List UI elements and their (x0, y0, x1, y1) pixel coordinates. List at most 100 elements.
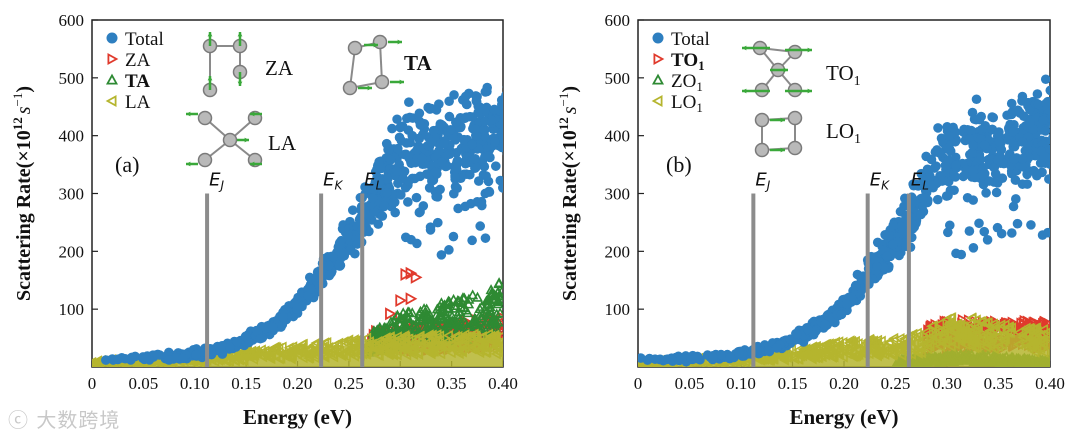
displacement-arrow-head (399, 79, 404, 85)
point-total (968, 140, 979, 151)
point-total (502, 184, 503, 189)
point-total (481, 171, 491, 181)
point-la (490, 331, 501, 343)
atom (372, 34, 388, 50)
point-la (384, 331, 395, 343)
x-tick-label: 0.20 (829, 374, 859, 393)
point-total (471, 162, 481, 173)
point-total (367, 193, 378, 203)
point-total (996, 144, 1007, 155)
point-total (404, 97, 414, 107)
x-tick-label: 0.35 (984, 374, 1014, 393)
y-axis-label-close: ) (559, 86, 581, 93)
x-axis-label: Energy (eV) (243, 405, 352, 429)
point-total (462, 99, 472, 110)
point-la (276, 341, 287, 353)
point-total (460, 158, 471, 169)
atom (347, 40, 363, 56)
point-total (466, 198, 476, 209)
point-total (473, 176, 484, 186)
x-tick-label: 0.05 (675, 374, 705, 393)
point-total (297, 301, 307, 312)
point-total (981, 188, 991, 198)
point-lo1 (844, 335, 855, 347)
panel-b: 0 0.05 0.10 0.15 0.20 0.25 0.30 0.35 0.40 100 200 3… (556, 11, 1065, 429)
y-axis-label-main: Scattering Rate(×10 (559, 130, 581, 301)
point-total (896, 221, 907, 232)
point-total (347, 205, 358, 215)
point-ta (414, 305, 427, 316)
energy-marker-sub: J (765, 179, 771, 193)
point-total (470, 153, 481, 164)
point-total (411, 192, 422, 203)
point-total (387, 123, 397, 134)
point-ta (471, 291, 484, 302)
displacement-arrow-head (237, 32, 243, 37)
energy-marker-E: E (870, 170, 882, 191)
point-ta (380, 324, 393, 335)
displacement-arrow-head (186, 161, 191, 167)
point-ta (458, 292, 470, 303)
point-ta (387, 315, 400, 326)
point-lo1 (927, 320, 938, 332)
point-total (650, 354, 660, 364)
point-total (497, 183, 503, 193)
point-total (255, 333, 266, 344)
point-total (1033, 99, 1044, 110)
point-la (434, 330, 445, 342)
point-to1 (1019, 314, 1030, 327)
point-total (1017, 137, 1028, 147)
displacement-arrow-head (207, 32, 213, 37)
point-total (926, 154, 937, 165)
point-total (993, 128, 1004, 139)
panel-label: (b) (666, 152, 692, 177)
point-total (967, 147, 977, 158)
legend-marker-total (652, 32, 664, 44)
point-lo1 (965, 318, 976, 330)
point-total (324, 270, 335, 281)
point-total (502, 152, 503, 156)
point-total (1040, 74, 1050, 85)
y-axis-label-exp: 12 (556, 117, 571, 130)
point-total (432, 192, 443, 202)
point-total (323, 260, 334, 271)
point-total (452, 158, 463, 168)
legend-label-total: Total (125, 29, 164, 50)
point-total (425, 225, 436, 235)
point-total (388, 197, 398, 208)
point-ta (478, 321, 490, 332)
point-total (101, 355, 111, 365)
point-total (495, 175, 503, 186)
legend-label-sub: 1 (698, 58, 705, 73)
point-total (403, 176, 414, 186)
y-tick-label: 600 (605, 11, 631, 30)
point-total (414, 108, 425, 119)
point-total (382, 174, 393, 184)
legend-marker-to1 (653, 52, 665, 66)
displacement-arrow-head (186, 111, 191, 117)
point-ta (481, 305, 493, 316)
point-total (882, 251, 892, 262)
point-ta (395, 312, 408, 323)
legend-marker-la (105, 94, 117, 108)
legend-label-text: ZO (671, 71, 696, 92)
point-total (979, 168, 990, 179)
point-la (459, 329, 470, 341)
point-total (912, 179, 922, 190)
point-ta (458, 315, 470, 326)
series-total (638, 74, 1050, 367)
point-total (1006, 108, 1017, 119)
point-total (394, 132, 405, 143)
point-ta (448, 293, 460, 304)
point-la (396, 331, 407, 344)
displacement-arrow-head (244, 137, 249, 143)
point-lo1 (883, 336, 894, 348)
point-total (917, 200, 928, 210)
panel-a: 0 0.05 0.10 0.15 0.20 0.25 0.30 0.35 0.40 100 200 3… (10, 11, 518, 429)
point-total (916, 209, 926, 220)
point-total (888, 239, 898, 250)
point-total (432, 217, 443, 228)
energy-marker-E: E (755, 170, 767, 191)
point-total (502, 85, 503, 89)
point-za (410, 270, 423, 284)
